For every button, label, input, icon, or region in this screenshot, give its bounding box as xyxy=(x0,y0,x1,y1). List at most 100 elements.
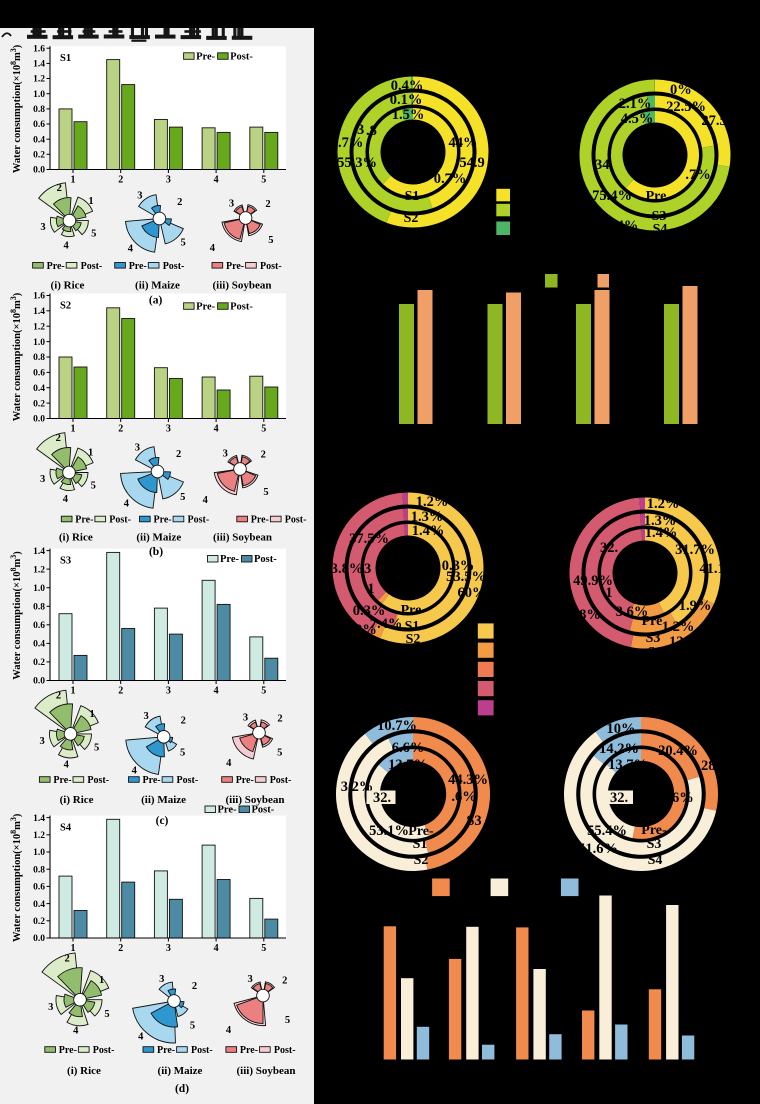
svg-text:8%: 8% xyxy=(579,607,601,623)
svg-text:5: 5 xyxy=(180,492,185,503)
svg-text:4: 4 xyxy=(203,495,209,506)
svg-text:2: 2 xyxy=(282,976,287,987)
svg-text:28.: 28. xyxy=(701,758,719,774)
svg-text:Post-: Post- xyxy=(252,805,275,816)
svg-text:4: 4 xyxy=(132,766,138,777)
svg-text:0.2: 0.2 xyxy=(33,658,45,668)
svg-text:4: 4 xyxy=(63,494,69,505)
svg-text:S3: S3 xyxy=(652,209,667,224)
svg-text:(ii) Maize: (ii) Maize xyxy=(136,532,181,544)
svg-text:Pre-: Pre- xyxy=(129,261,147,272)
svg-text:5: 5 xyxy=(261,686,266,697)
svg-text:Water consumption(×108m3): Water consumption(×108m3) xyxy=(9,551,23,680)
svg-text:Water consumption(×108m3): Water consumption(×108m3) xyxy=(9,292,23,421)
svg-text:0.4: 0.4 xyxy=(33,135,45,145)
svg-text:1.2%: 1.2% xyxy=(647,496,680,512)
svg-text:1.4: 1.4 xyxy=(33,547,45,557)
svg-text:0.8: 0.8 xyxy=(33,603,45,613)
svg-text:51.6%: 51.6% xyxy=(578,841,618,857)
svg-text:S1: S1 xyxy=(405,619,420,634)
svg-text:1: 1 xyxy=(99,975,104,986)
svg-text:Pre: Pre xyxy=(642,614,663,629)
svg-text:3: 3 xyxy=(247,974,252,985)
svg-text:1: 1 xyxy=(88,448,93,459)
svg-text:Pre: Pre xyxy=(646,189,667,204)
svg-text:Post-: Post- xyxy=(285,515,307,526)
svg-text:2: 2 xyxy=(118,175,123,186)
svg-text:0%: 0% xyxy=(355,622,377,638)
svg-text:5: 5 xyxy=(91,228,96,239)
svg-text:13.7%: 13.7% xyxy=(608,757,648,773)
svg-text:Post-: Post- xyxy=(254,554,277,565)
svg-text:.6%: .6% xyxy=(668,790,693,806)
svg-text:1.4: 1.4 xyxy=(33,814,45,824)
svg-text:3: 3 xyxy=(159,974,164,985)
svg-text:0.2: 0.2 xyxy=(33,399,45,409)
svg-text:5: 5 xyxy=(285,1015,290,1026)
svg-text:27.5: 27.5 xyxy=(701,113,726,129)
svg-text:2: 2 xyxy=(118,424,123,435)
svg-text:Post-: Post- xyxy=(188,515,210,526)
svg-text:4: 4 xyxy=(214,686,219,697)
svg-text:3: 3 xyxy=(223,449,228,460)
svg-text:Pre-: Pre- xyxy=(641,823,667,838)
svg-text:4: 4 xyxy=(226,1025,232,1036)
svg-text:5: 5 xyxy=(104,1009,109,1020)
svg-text:(i) Rice: (i) Rice xyxy=(59,532,93,544)
svg-text:S3: S3 xyxy=(466,813,481,829)
svg-text:44.3%: 44.3% xyxy=(448,772,488,788)
svg-text:Pre-: Pre- xyxy=(59,1045,77,1056)
svg-text:1.0: 1.0 xyxy=(33,584,45,594)
svg-text:55.4%: 55.4% xyxy=(587,823,627,839)
svg-text:3.8%: 3.8% xyxy=(331,561,364,577)
svg-text:32.: 32. xyxy=(600,540,618,556)
svg-text:S3: S3 xyxy=(646,631,661,646)
svg-text:Pre-: Pre- xyxy=(75,515,93,526)
svg-text:1.0: 1.0 xyxy=(33,338,45,348)
svg-text:1.6: 1.6 xyxy=(33,292,45,302)
svg-text:1: 1 xyxy=(71,424,76,435)
svg-text:3: 3 xyxy=(166,686,171,697)
svg-text:(b): (b) xyxy=(149,546,163,558)
svg-text:7.4%: 7.4% xyxy=(370,616,403,632)
svg-text:Pre-: Pre- xyxy=(408,824,434,839)
svg-text:S4: S4 xyxy=(60,823,72,834)
svg-text:2: 2 xyxy=(277,713,282,724)
svg-text:1.3%: 1.3% xyxy=(644,513,677,529)
svg-text:0.4: 0.4 xyxy=(33,900,45,910)
svg-text:1.6: 1.6 xyxy=(33,44,45,54)
svg-text:(iii) Soybean: (iii) Soybean xyxy=(226,794,285,806)
svg-text:10%: 10% xyxy=(607,721,636,737)
svg-text:1: 1 xyxy=(367,581,374,597)
svg-text:4: 4 xyxy=(226,758,232,769)
svg-text:37.5%: 37.5% xyxy=(349,531,389,547)
svg-text:0.8: 0.8 xyxy=(33,865,45,875)
svg-text:Pre-: Pre- xyxy=(53,775,71,786)
svg-text:(iii) Soybean: (iii) Soybean xyxy=(213,532,272,544)
svg-text:3: 3 xyxy=(40,474,45,485)
svg-text:Post-: Post- xyxy=(87,775,109,786)
svg-text:4: 4 xyxy=(214,943,219,954)
svg-text:3: 3 xyxy=(39,736,44,747)
svg-text:5: 5 xyxy=(263,487,268,498)
svg-text:1.2%: 1.2% xyxy=(662,619,695,635)
svg-text:0.0: 0.0 xyxy=(33,415,45,425)
svg-text:3: 3 xyxy=(357,122,364,138)
svg-text:Pre-: Pre- xyxy=(240,1045,258,1056)
svg-text:0.6: 0.6 xyxy=(33,621,45,631)
svg-text:S2: S2 xyxy=(404,211,419,226)
svg-text:(ii) Maize: (ii) Maize xyxy=(141,794,186,806)
svg-text:S4: S4 xyxy=(653,222,668,237)
svg-text:(iii) Soybean: (iii) Soybean xyxy=(213,280,272,292)
svg-text:34.: 34. xyxy=(595,157,613,173)
svg-text:1.2%: 1.2% xyxy=(416,494,449,510)
svg-text:.7%: .7% xyxy=(338,135,363,151)
svg-text:(d): (d) xyxy=(175,1083,189,1095)
svg-text:0.6: 0.6 xyxy=(33,369,45,379)
svg-text:Post-: Post- xyxy=(93,1045,115,1056)
svg-text:S3: S3 xyxy=(60,556,71,567)
svg-text:1: 1 xyxy=(89,709,94,720)
svg-text:3: 3 xyxy=(229,198,234,209)
svg-text:2.1%: 2.1% xyxy=(619,96,652,112)
svg-text:1.9%: 1.9% xyxy=(679,598,712,614)
